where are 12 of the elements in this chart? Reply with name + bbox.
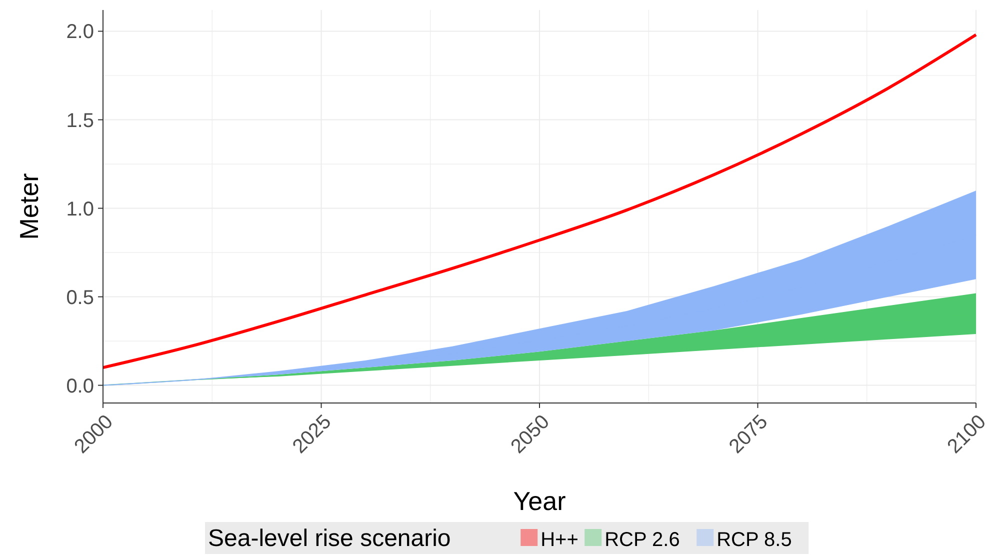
y-tick-label: 1.5 bbox=[66, 110, 94, 132]
x-axis-title: Year bbox=[513, 486, 566, 516]
y-axis-title: Meter bbox=[14, 172, 44, 240]
legend-label: RCP 2.6 bbox=[604, 529, 680, 551]
legend-label: RCP 8.5 bbox=[716, 529, 792, 551]
legend-title: Sea-level rise scenario bbox=[208, 525, 451, 552]
y-tick-label: 0.5 bbox=[66, 286, 94, 309]
y-tick-label: 0.0 bbox=[66, 375, 94, 398]
legend-label: H++ bbox=[540, 529, 578, 551]
line-series bbox=[102, 33, 978, 370]
y-tick-label: 2.0 bbox=[66, 21, 94, 44]
y-tick-label: 1.0 bbox=[66, 198, 94, 220]
